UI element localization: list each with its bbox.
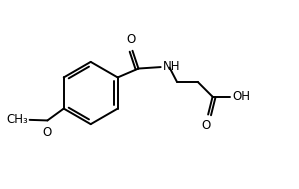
Text: NH: NH [163,60,181,73]
Text: CH₃: CH₃ [6,113,28,126]
Text: O: O [43,126,52,139]
Text: OH: OH [232,90,250,103]
Text: O: O [126,33,136,46]
Text: O: O [201,119,210,132]
